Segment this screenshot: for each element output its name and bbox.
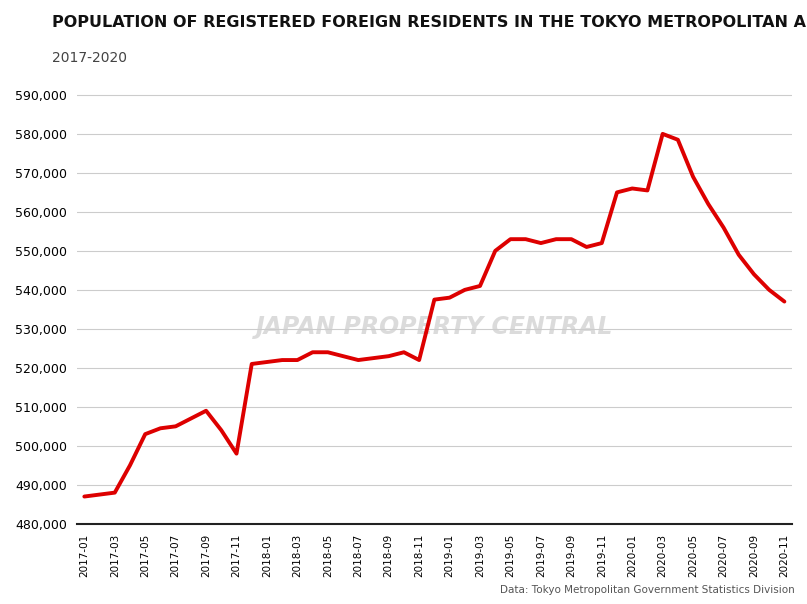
Text: Data: Tokyo Metropolitan Government Statistics Division: Data: Tokyo Metropolitan Government Stat… <box>500 585 795 595</box>
Text: JAPAN PROPERTY CENTRAL: JAPAN PROPERTY CENTRAL <box>256 315 613 338</box>
Text: POPULATION OF REGISTERED FOREIGN RESIDENTS IN THE TOKYO METROPOLITAN AREA: POPULATION OF REGISTERED FOREIGN RESIDEN… <box>52 15 807 30</box>
Text: 2017-2020: 2017-2020 <box>52 51 128 65</box>
